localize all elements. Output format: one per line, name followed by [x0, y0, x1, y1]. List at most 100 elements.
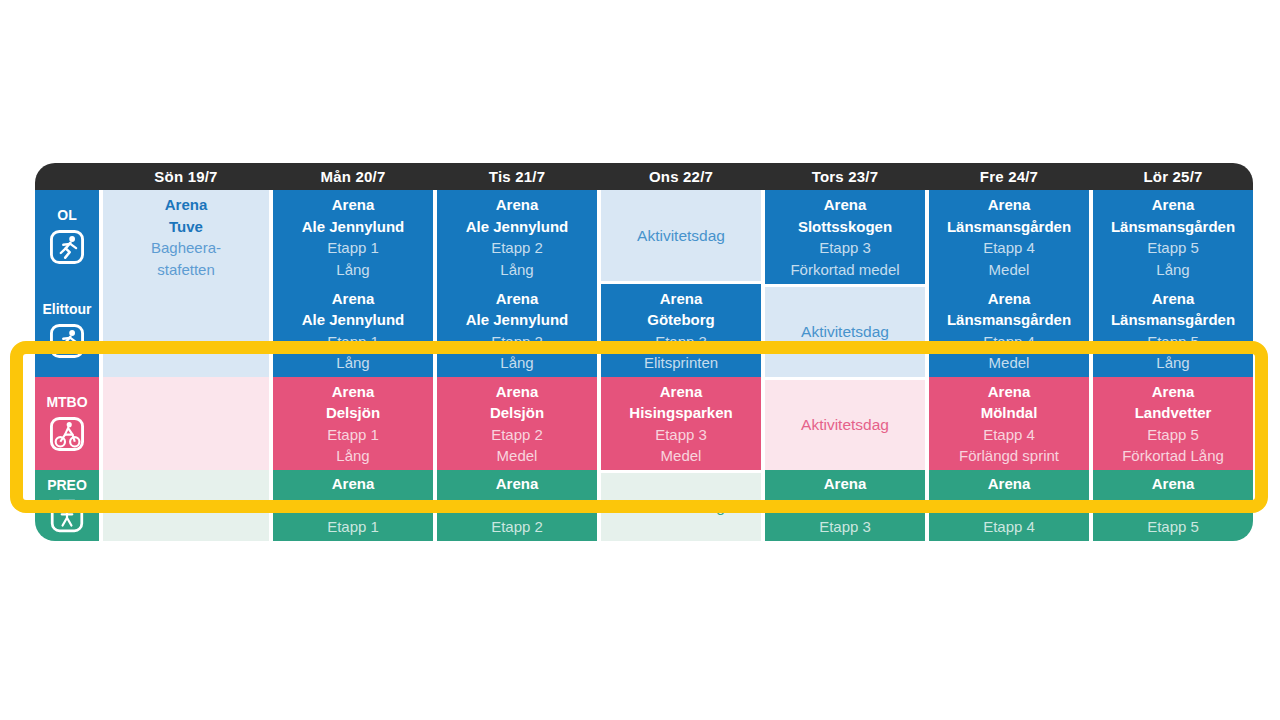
- cell-elittour-mon: Arena Ale Jennylund Etapp 1 Lång: [273, 284, 433, 377]
- cell-line: Arena: [765, 473, 925, 495]
- cell-line: Etapp 2: [437, 237, 597, 259]
- category-preo: PREO: [35, 470, 99, 541]
- cell-line: Ale Jennylund: [273, 309, 433, 331]
- cell-mtbo-tue: Arena Delsjön Etapp 2 Medel: [437, 377, 597, 470]
- schedule-body: OL Elittour: [35, 190, 1253, 541]
- cell-line: Arena: [929, 288, 1089, 310]
- category-elittour: Elittour: [35, 284, 99, 378]
- cell-line: Lång: [1093, 352, 1253, 374]
- cell-line: Medel: [929, 352, 1089, 374]
- cell-preo-fri: Arena Etapp 4: [929, 470, 1089, 541]
- cell-mtbo-fri: Arena Mölndal Etapp 4 Förlängd sprint: [929, 377, 1089, 470]
- cell-line: Arena: [273, 288, 433, 310]
- activity-day-label: Aktivitetsdag: [765, 321, 925, 343]
- cell-line: Arena: [1093, 381, 1253, 403]
- cell-line: Arena: [929, 381, 1089, 403]
- cell-line: Lång: [273, 445, 433, 467]
- cell-line: Arena: [929, 194, 1089, 216]
- cell-line: Etapp 4: [929, 516, 1089, 538]
- cell-line: Arena: [1093, 473, 1253, 495]
- cell-line: Etapp 1: [273, 331, 433, 353]
- cell-line: Lång: [437, 259, 597, 281]
- cell-line: Etapp 1: [273, 237, 433, 259]
- cell-line: Delsjön: [273, 402, 433, 424]
- cell-line: Etapp 1: [273, 516, 433, 538]
- cell-preo-thu: Arena Etapp 3: [765, 470, 925, 541]
- cell-preo-sun-empty: [103, 470, 269, 541]
- cell-line: Göteborg: [601, 309, 761, 331]
- cell-line: Etapp 3: [601, 331, 761, 353]
- cell-line: Bagheera-: [103, 237, 269, 259]
- cell-line: [929, 495, 1089, 517]
- cell-mtbo-wed: Arena Hisingsparken Etapp 3 Medel: [601, 377, 761, 470]
- cell-line: Etapp 4: [929, 237, 1089, 259]
- category-ol: OL: [35, 190, 99, 284]
- cell-line: Medel: [601, 445, 761, 467]
- cell-line: Arena: [437, 381, 597, 403]
- category-label: PREO: [47, 476, 87, 494]
- runner-icon: [47, 227, 87, 267]
- cell-line: Etapp 2: [437, 424, 597, 446]
- cell-line: Slottsskogen: [765, 216, 925, 238]
- day-header-fri: Fre 24/7: [929, 168, 1089, 185]
- cell-line: Ale Jennylund: [273, 216, 433, 238]
- activity-day-label: Aktivitetsdag: [601, 496, 761, 518]
- cell-ol-tue: Arena Ale Jennylund Etapp 2 Lång: [437, 190, 597, 284]
- cell-line: Länsmansgården: [1093, 309, 1253, 331]
- cell-line: Ale Jennylund: [437, 309, 597, 331]
- cell-mtbo-mon: Arena Delsjön Etapp 1 Lång: [273, 377, 433, 470]
- cell-line: Arena: [1093, 288, 1253, 310]
- cell-line: Etapp 5: [1093, 237, 1253, 259]
- cell-preo-sat: Arena Etapp 5: [1093, 470, 1253, 541]
- cell-ol-thu: Arena Slottsskogen Etapp 3 Förkortad med…: [765, 190, 925, 284]
- schedule-header-row: Sön 19/7 Mån 20/7 Tis 21/7 Ons 22/7 Tors…: [35, 163, 1253, 190]
- cell-line: Medel: [437, 445, 597, 467]
- cell-ol-sun: Arena Tuve Bagheera- stafetten: [103, 190, 269, 284]
- category-label: OL: [57, 206, 76, 224]
- cell-line: Etapp 4: [929, 331, 1089, 353]
- cell-line: Länsmansgården: [1093, 216, 1253, 238]
- category-cell-mtbo: MTBO: [35, 377, 99, 470]
- cell-line: Elitsprinten: [601, 352, 761, 374]
- cell-line: Tuve: [103, 216, 269, 238]
- cell-line: Arena: [273, 473, 433, 495]
- schedule-table: Sön 19/7 Mån 20/7 Tis 21/7 Ons 22/7 Tors…: [35, 163, 1253, 541]
- cell-line: Arena: [601, 381, 761, 403]
- page: Sön 19/7 Mån 20/7 Tis 21/7 Ons 22/7 Tors…: [0, 0, 1280, 720]
- cell-line: stafetten: [103, 259, 269, 281]
- cell-elittour-wed: Arena Göteborg Etapp 3 Elitsprinten: [601, 284, 761, 377]
- cell-ol-sat: Arena Länsmansgården Etapp 5 Lång: [1093, 190, 1253, 284]
- cell-line: Etapp 3: [601, 424, 761, 446]
- cell-line: Landvetter: [1093, 402, 1253, 424]
- day-header-tue: Tis 21/7: [437, 168, 597, 185]
- cell-line: Etapp 1: [273, 424, 433, 446]
- cell-line: Mölndal: [929, 402, 1089, 424]
- cyclist-icon: [47, 414, 87, 454]
- cell-line: Etapp 5: [1093, 516, 1253, 538]
- cell-line: Arena: [103, 194, 269, 216]
- cell-elittour-thu-activity-day: Aktivitetsdag: [765, 284, 925, 377]
- cell-line: Etapp 5: [1093, 331, 1253, 353]
- cell-line: [273, 495, 433, 517]
- cell-elittour-sun-empty: [103, 284, 269, 377]
- day-header-mon: Mån 20/7: [273, 168, 433, 185]
- cell-mtbo-sat: Arena Landvetter Etapp 5 Förkortad Lång: [1093, 377, 1253, 470]
- cell-elittour-tue: Arena Ale Jennylund Etapp 2 Lång: [437, 284, 597, 377]
- cell-line: Etapp 2: [437, 516, 597, 538]
- category-cell-ol-elittour: OL Elittour: [35, 190, 99, 377]
- cell-line: Länsmansgården: [929, 309, 1089, 331]
- cell-ol-wed-activity-day: Aktivitetsdag: [601, 190, 761, 284]
- cell-line: Etapp 2: [437, 331, 597, 353]
- cell-line: Förlängd sprint: [929, 445, 1089, 467]
- cell-line: Hisingsparken: [601, 402, 761, 424]
- cell-line: Etapp 5: [1093, 424, 1253, 446]
- category-label: Elittour: [43, 300, 92, 318]
- cell-line: Länsmansgården: [929, 216, 1089, 238]
- category-mtbo: MTBO: [35, 377, 99, 470]
- day-header-sat: Lör 25/7: [1093, 168, 1253, 185]
- cell-line: Medel: [929, 259, 1089, 281]
- cell-line: Lång: [273, 352, 433, 374]
- cell-line: Arena: [929, 473, 1089, 495]
- cell-line: Arena: [1093, 194, 1253, 216]
- category-cell-preo: PREO: [35, 470, 99, 541]
